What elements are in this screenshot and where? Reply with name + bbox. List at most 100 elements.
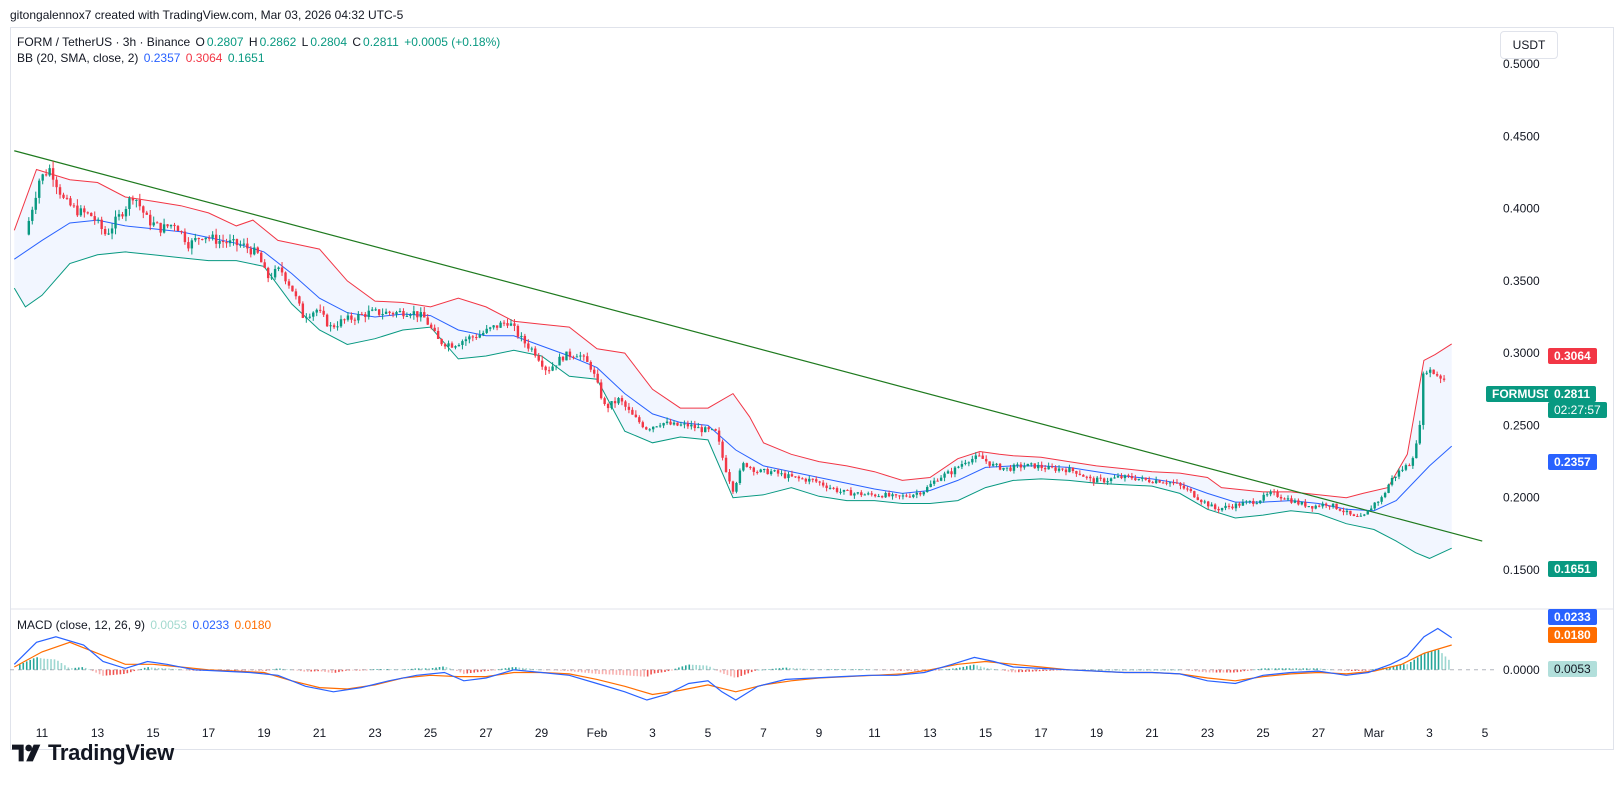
price-tick-label: 0.4000 bbox=[1503, 202, 1540, 216]
bar-countdown: 02:27:57 bbox=[1548, 402, 1607, 418]
candle-body bbox=[603, 398, 606, 405]
bollinger-bands bbox=[13, 168, 1453, 559]
symbol-legend[interactable]: FORM / TetherUS · 3h · Binance O 0.2807 H… bbox=[17, 35, 502, 49]
time-tick-label: Mar bbox=[1364, 726, 1385, 740]
macd-hist-bar bbox=[1427, 652, 1429, 670]
time-axis: 11 13 15 17 19 21 23 25 27 29 Feb 3 5 7 9 11 13 15 17 19 21 2… bbox=[36, 726, 1489, 740]
macd-hist-bar bbox=[969, 665, 972, 670]
candle-body bbox=[1245, 501, 1248, 503]
candle-body bbox=[683, 423, 686, 425]
candle-body bbox=[284, 272, 287, 282]
candle-body bbox=[1123, 475, 1127, 479]
candle-body bbox=[759, 469, 762, 473]
candle-body bbox=[832, 487, 835, 489]
candle-body bbox=[1095, 477, 1099, 483]
macd-hist-bar bbox=[1167, 669, 1169, 671]
macd-hist-bar bbox=[802, 668, 805, 670]
macd-hist-bar bbox=[775, 668, 777, 670]
candle-body bbox=[214, 234, 218, 244]
macd-hist-bar bbox=[504, 668, 507, 670]
time-tick-label: 11 bbox=[868, 726, 881, 740]
candle-body bbox=[520, 335, 523, 337]
candle-body bbox=[1370, 508, 1373, 511]
macd-hist-bar bbox=[1149, 669, 1152, 671]
macd-hist-bar bbox=[688, 664, 691, 670]
time-tick-label: 19 bbox=[1090, 726, 1104, 740]
macd-hist-bar bbox=[501, 668, 503, 670]
currency-unit-button[interactable]: USDT bbox=[1500, 31, 1558, 59]
candle-body bbox=[835, 488, 839, 492]
bb-name[interactable]: BB (20, SMA, close, 2) bbox=[17, 51, 139, 65]
candle-body bbox=[651, 426, 655, 430]
candle-body bbox=[707, 427, 710, 430]
candle-body bbox=[103, 228, 107, 235]
candle-body bbox=[506, 323, 509, 326]
macd-hist-bar bbox=[1170, 669, 1173, 671]
macd-hist-bar bbox=[792, 668, 795, 670]
candle-body bbox=[1387, 484, 1390, 493]
macd-hist-bar bbox=[764, 669, 767, 671]
candle-body bbox=[135, 199, 138, 201]
macd-hist-bar bbox=[1181, 669, 1183, 671]
candle-body bbox=[624, 401, 627, 407]
macd-hist-bar bbox=[71, 668, 73, 670]
macd-hist-bar bbox=[1361, 669, 1364, 671]
candle-body bbox=[239, 244, 242, 246]
time-tick-label: 5 bbox=[705, 726, 712, 740]
macd-hist-bar bbox=[296, 669, 299, 671]
bb-basis-value: 0.2357 bbox=[143, 51, 181, 65]
candle-body bbox=[443, 344, 447, 347]
candle-body bbox=[891, 494, 894, 497]
macd-hist-bar bbox=[1271, 668, 1273, 670]
macd-hist-bar bbox=[74, 667, 77, 670]
candle-body bbox=[270, 277, 273, 279]
candle-body bbox=[1224, 505, 1227, 509]
macd-hist-bar bbox=[1031, 669, 1034, 672]
candle-body bbox=[308, 316, 311, 318]
candle-body bbox=[1168, 482, 1172, 484]
candle-body bbox=[731, 481, 735, 492]
candle-body bbox=[1026, 463, 1030, 467]
macd-signal-tag: 0.0180 bbox=[1548, 627, 1597, 643]
time-tick-label: 25 bbox=[424, 726, 438, 740]
change-value: +0.0005 (+0.18%) bbox=[404, 35, 501, 49]
macd-hist-bar bbox=[1045, 669, 1048, 671]
macd-hist-bar bbox=[952, 668, 954, 670]
macd-legend[interactable]: MACD (close, 12, 26, 9) 0.0053 0.0233 0.… bbox=[17, 618, 273, 632]
candle-body bbox=[357, 314, 360, 321]
candle-body bbox=[388, 311, 391, 313]
bb-legend[interactable]: BB (20, SMA, close, 2) 0.2357 0.3064 0.1… bbox=[17, 51, 267, 65]
macd-hist-bar bbox=[893, 669, 895, 671]
candle-body bbox=[1411, 458, 1415, 466]
macd-hist-bar bbox=[1333, 669, 1336, 671]
price-axis: 0.5000 0.4500 0.4000 0.3500 0.3000 0.2500 0.20… bbox=[1503, 57, 1540, 577]
macd-hist-bar bbox=[955, 668, 958, 670]
attribution: gitongalennox7 created with TradingView.… bbox=[10, 8, 404, 22]
time-tick-label: 13 bbox=[923, 726, 937, 740]
macd-hist-bar bbox=[25, 661, 28, 670]
candle-body bbox=[1404, 465, 1408, 470]
candle-body bbox=[464, 339, 468, 342]
candle-body bbox=[818, 481, 821, 483]
tradingview-brand[interactable]: TradingView bbox=[12, 740, 174, 766]
macd-hist-bar bbox=[1153, 669, 1155, 671]
candle-body bbox=[1151, 482, 1154, 484]
macd-hist-bar bbox=[806, 668, 809, 670]
candle-body bbox=[1161, 482, 1165, 484]
candle-body bbox=[662, 423, 665, 426]
macd-hist-bar bbox=[157, 668, 160, 670]
macd-name[interactable]: MACD (close, 12, 26, 9) bbox=[17, 618, 146, 632]
macd-hist-bar bbox=[192, 669, 195, 671]
candle-body bbox=[350, 315, 353, 320]
candle-body bbox=[1373, 502, 1376, 509]
macd-hist-bar bbox=[726, 669, 729, 676]
macd-hist-bar bbox=[823, 669, 826, 670]
candle-body bbox=[204, 237, 207, 240]
candle-body bbox=[582, 355, 586, 357]
symbol-name[interactable]: FORM / TetherUS · 3h · Binance bbox=[17, 35, 191, 49]
candle-body bbox=[513, 323, 516, 326]
macd-hist-bar bbox=[799, 668, 802, 670]
macd-hist-bar bbox=[95, 669, 97, 673]
candle-body bbox=[291, 285, 294, 292]
